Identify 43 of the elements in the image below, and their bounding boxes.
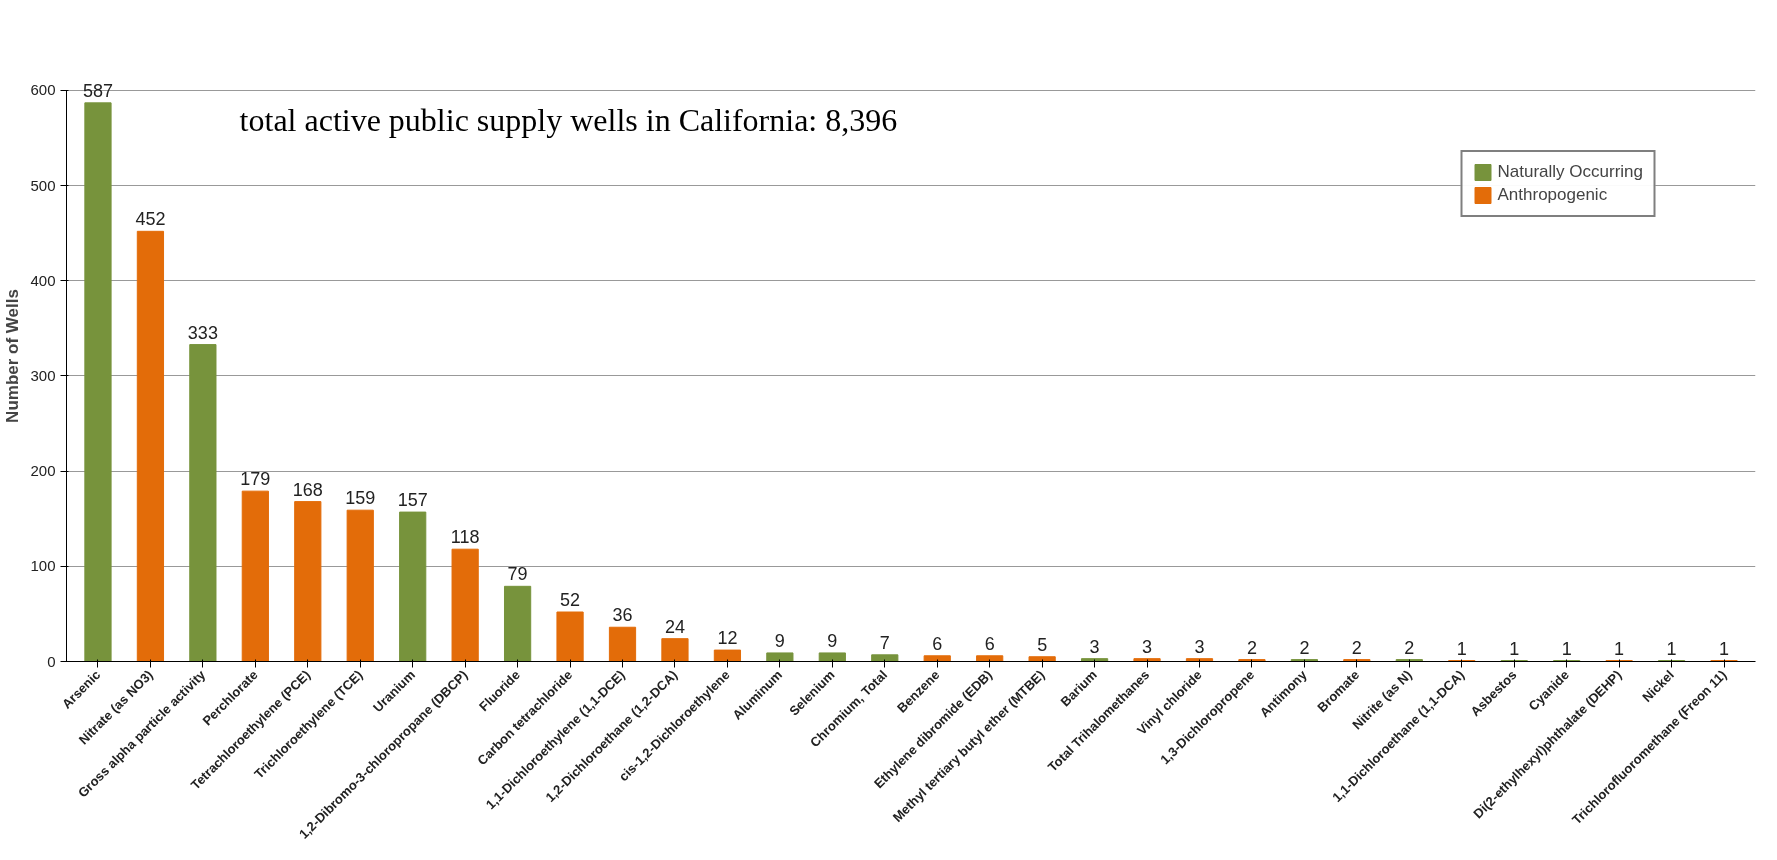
data-label: 3 bbox=[1194, 636, 1205, 657]
data-label: 159 bbox=[345, 488, 376, 509]
data-label: 9 bbox=[774, 630, 785, 651]
data-label: 452 bbox=[135, 209, 166, 230]
y-tick-label: 0 bbox=[47, 652, 56, 670]
data-label: 52 bbox=[560, 590, 581, 611]
data-label: 5 bbox=[1037, 634, 1048, 655]
data-label: 118 bbox=[450, 527, 480, 548]
data-label: 1 bbox=[1614, 638, 1625, 659]
data-label: 3 bbox=[1142, 636, 1153, 657]
y-tick-label: 200 bbox=[30, 462, 56, 480]
data-label: 6 bbox=[932, 633, 943, 654]
y-tick-label: 100 bbox=[30, 557, 56, 575]
y-tick-label: 400 bbox=[30, 271, 56, 289]
data-label: 1 bbox=[1509, 638, 1520, 659]
data-label: 157 bbox=[397, 490, 428, 511]
data-label: 79 bbox=[507, 564, 528, 585]
data-label: 1 bbox=[1719, 638, 1730, 659]
data-label: 1 bbox=[1456, 638, 1467, 659]
data-label: 333 bbox=[187, 322, 218, 343]
y-tick-label: 600 bbox=[30, 81, 56, 99]
annotation: total active public supply wells in California: 8,396 bbox=[239, 102, 898, 139]
data-label: 9 bbox=[827, 630, 838, 651]
data-label: 2 bbox=[1299, 637, 1310, 658]
legend-label: Anthropogenic bbox=[1497, 185, 1608, 205]
y-axis-title: Number of Wells bbox=[3, 289, 23, 423]
data-label: 2 bbox=[1351, 637, 1362, 658]
data-label: 7 bbox=[879, 632, 890, 653]
data-label: 1 bbox=[1666, 638, 1677, 659]
data-label: 2 bbox=[1246, 637, 1257, 658]
data-label: 587 bbox=[82, 80, 113, 101]
data-label: 179 bbox=[240, 469, 271, 490]
data-label: 168 bbox=[292, 479, 323, 500]
legend-label: Naturally Occurring bbox=[1497, 162, 1643, 182]
y-tick-label: 300 bbox=[30, 366, 56, 384]
data-label: 6 bbox=[984, 633, 995, 654]
data-label: 3 bbox=[1089, 636, 1100, 657]
data-label: 36 bbox=[612, 605, 633, 626]
data-label: 12 bbox=[717, 628, 738, 649]
data-label: 24 bbox=[664, 616, 685, 637]
data-label: 1 bbox=[1561, 638, 1572, 659]
data-label: 2 bbox=[1404, 637, 1415, 658]
y-tick-label: 500 bbox=[30, 176, 56, 194]
